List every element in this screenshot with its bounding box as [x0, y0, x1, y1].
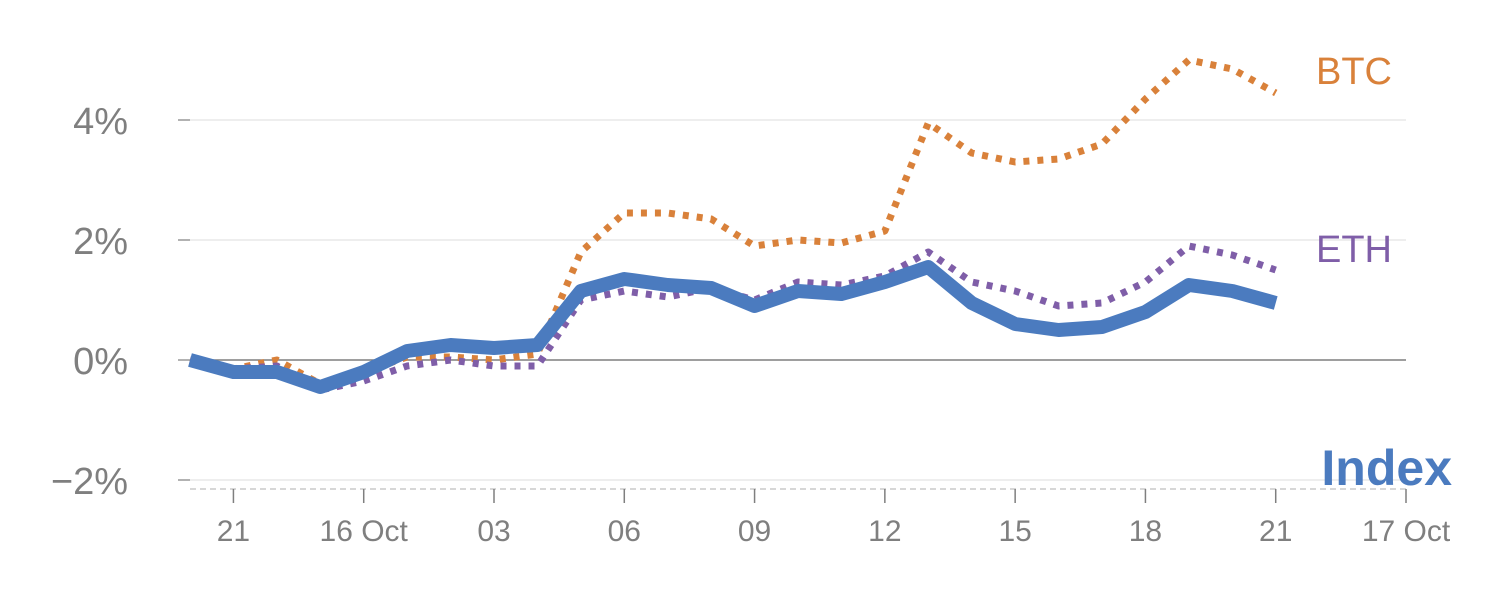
- btc-series-label: BTC: [1316, 51, 1392, 93]
- y-tick-label: 2%: [73, 221, 128, 263]
- x-tick-label: 09: [738, 515, 771, 548]
- index-series-label: Index: [1321, 440, 1452, 496]
- y-tick-label: −2%: [51, 461, 128, 503]
- axes: −2% 0% 2% 4% 21 16 Oct 03 06 09 12 15 18 21 17 Oct: [51, 101, 1451, 548]
- gridlines: [190, 119, 1406, 481]
- eth-series-label: ETH: [1316, 229, 1392, 271]
- y-tick-label: 0%: [73, 341, 128, 383]
- x-tick-label: 21: [217, 515, 250, 548]
- x-tick-label: 12: [868, 515, 901, 548]
- x-tick-label: 21: [1259, 515, 1292, 548]
- x-tick-label: 15: [998, 515, 1031, 548]
- index-series-line: [188, 260, 1278, 394]
- x-tick-label: 18: [1129, 515, 1162, 548]
- x-tick-label: 06: [608, 515, 641, 548]
- x-tick-label: 17 Oct: [1362, 515, 1451, 548]
- y-tick-label: 4%: [73, 101, 128, 143]
- series-labels: BTC ETH Index: [1316, 51, 1452, 496]
- x-tick-label: 03: [477, 515, 510, 548]
- series-lines: [188, 56, 1278, 394]
- x-tick-label: 16 Oct: [320, 515, 409, 548]
- btc-series-line: [189, 56, 1278, 388]
